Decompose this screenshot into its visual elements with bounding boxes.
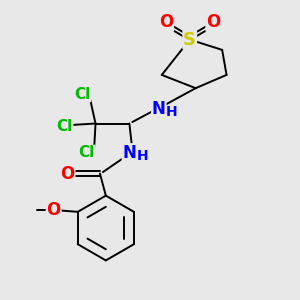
Text: O: O [60,165,75,183]
Text: H: H [166,105,178,119]
Text: H: H [137,149,148,163]
Text: O: O [206,13,220,31]
Text: Cl: Cl [79,146,95,160]
Text: O: O [46,201,61,219]
Text: N: N [152,100,166,118]
Text: Cl: Cl [56,119,73,134]
Text: N: N [122,144,136,162]
Text: Cl: Cl [74,87,90,102]
Text: S: S [183,31,196,49]
Text: O: O [159,13,173,31]
